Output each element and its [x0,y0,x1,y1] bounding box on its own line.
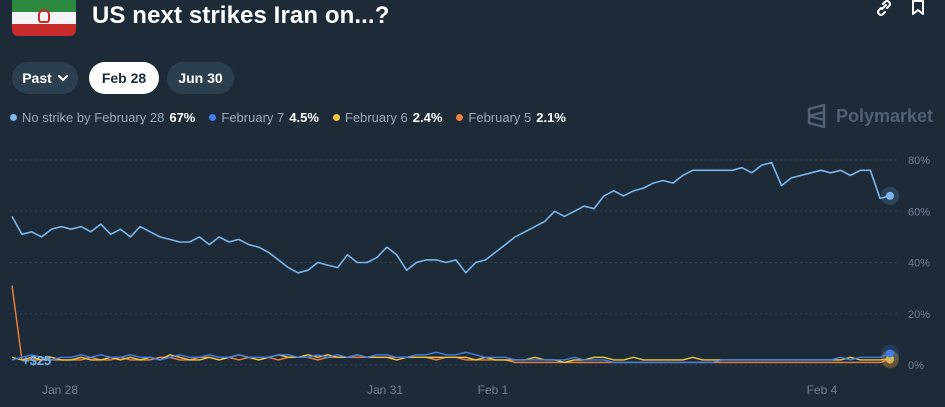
x-tick-label: Feb 1 [478,383,509,397]
legend-value: 4.5% [289,109,319,125]
y-tick-label: 40% [908,258,930,270]
legend-value: 2.1% [536,109,566,125]
legend-dot [209,113,217,121]
legend-dot [456,113,464,121]
end-point [886,349,894,358]
trade-annotation: +$25 [22,353,51,368]
x-tick-label: Jan 28 [42,383,78,397]
legend-name: February 5 [468,109,532,125]
y-tick-label: 60% [908,206,930,218]
chevron-down-icon [57,75,68,82]
link-icon[interactable] [875,0,893,16]
legend-item-february-7: February 7 4.5% [209,110,319,125]
iran-flag-image [12,0,76,36]
past-dropdown[interactable]: Past [12,62,78,94]
legend-value: 67% [169,109,196,125]
page-title: US next strikes Iran on...? [92,2,390,29]
series-line [11,354,891,364]
legend-value: 2.4% [412,109,443,125]
filter-jun-30[interactable]: Jun 30 [167,62,234,94]
bookmark-icon[interactable] [909,0,927,16]
flag-emblem [38,9,50,23]
legend-item-february-6: February 6 2.4% [332,109,443,125]
brand-name: Polymarket [835,105,933,126]
legend-dot [10,113,17,121]
legend-name: February 6 [344,109,408,125]
legend-item-no-strike: No strike by February 28 67% [10,110,195,125]
legend-dot [332,113,340,121]
chart-legend: No strike by February 28 67% February 7 … [10,108,566,126]
end-point [886,191,894,200]
series-line [11,161,891,274]
filter-feb-28[interactable]: Feb 28 [89,62,159,94]
y-tick-label: 20% [908,309,930,321]
x-tick-label: Feb 4 [807,383,838,397]
polymarket-icon [807,104,826,128]
legend-name: No strike by February 28 [22,109,165,125]
header-actions [875,0,927,16]
x-tick-label: Jan 31 [367,383,403,397]
legend-item-february-5: February 5 2.1% [456,110,566,125]
series-line [11,285,891,364]
series-line [11,351,891,364]
legend-name: February 7 [221,109,285,125]
y-tick-label: 0% [908,360,924,372]
past-dropdown-label: Past [22,70,52,86]
polymarket-logo: Polymarket [806,104,933,128]
y-tick-label: 80% [908,155,930,167]
